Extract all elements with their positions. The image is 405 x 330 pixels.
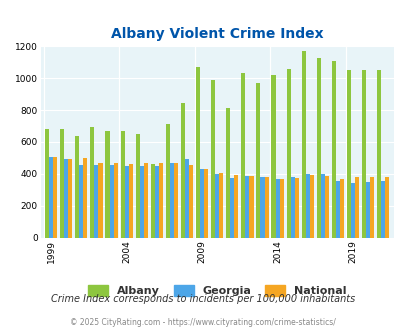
Bar (204, 169, 208, 238)
Bar (83, 158, 87, 238)
Bar (350, 182, 354, 238)
Bar (53, 157, 57, 238)
Bar (354, 177, 358, 238)
Bar (143, 163, 147, 238)
Bar (68, 159, 72, 238)
Bar (245, 176, 249, 238)
Bar (316, 58, 320, 238)
Bar (241, 73, 245, 238)
Bar (90, 127, 94, 238)
Text: Crime Index corresponds to incidents per 100,000 inhabitants: Crime Index corresponds to incidents per… (51, 294, 354, 304)
Bar (361, 70, 365, 238)
Bar (185, 159, 189, 238)
Bar (211, 80, 215, 238)
Bar (339, 179, 343, 238)
Text: © 2025 CityRating.com - https://www.cityrating.com/crime-statistics/: © 2025 CityRating.com - https://www.city… (70, 318, 335, 327)
Bar (200, 169, 204, 238)
Bar (226, 108, 230, 238)
Bar (150, 164, 154, 238)
Bar (324, 176, 328, 238)
Bar (120, 131, 124, 238)
Bar (256, 83, 260, 238)
Bar (279, 180, 283, 238)
Bar (49, 157, 53, 238)
Bar (309, 176, 313, 238)
Bar (219, 173, 223, 238)
Bar (196, 67, 200, 238)
Bar (158, 163, 162, 238)
Legend: Albany, Georgia, National: Albany, Georgia, National (88, 285, 345, 296)
Bar (135, 134, 139, 238)
Bar (346, 70, 350, 238)
Bar (154, 166, 158, 238)
Bar (109, 165, 113, 238)
Bar (139, 166, 143, 238)
Bar (365, 182, 369, 238)
Bar (230, 178, 234, 238)
Bar (264, 177, 268, 238)
Bar (249, 176, 253, 238)
Bar (189, 165, 193, 238)
Bar (384, 177, 388, 238)
Bar (128, 164, 132, 238)
Bar (290, 177, 294, 238)
Title: Albany Violent Crime Index: Albany Violent Crime Index (111, 27, 323, 41)
Bar (124, 166, 128, 238)
Bar (286, 69, 290, 238)
Bar (79, 165, 83, 238)
Bar (331, 60, 335, 238)
Bar (301, 51, 305, 238)
Bar (45, 129, 49, 238)
Bar (169, 163, 173, 238)
Bar (380, 181, 384, 238)
Bar (376, 70, 380, 238)
Bar (75, 136, 79, 238)
Bar (215, 174, 219, 238)
Bar (294, 178, 298, 238)
Bar (98, 163, 102, 238)
Bar (113, 163, 117, 238)
Bar (94, 165, 98, 238)
Bar (165, 124, 169, 238)
Bar (260, 177, 264, 238)
Bar (60, 129, 64, 238)
Bar (234, 176, 238, 238)
Bar (64, 159, 68, 238)
Bar (181, 103, 185, 238)
Bar (369, 177, 373, 238)
Bar (305, 174, 309, 238)
Bar (173, 163, 178, 238)
Bar (271, 75, 275, 238)
Bar (320, 174, 324, 238)
Bar (335, 181, 339, 238)
Bar (105, 131, 109, 238)
Bar (275, 179, 279, 238)
